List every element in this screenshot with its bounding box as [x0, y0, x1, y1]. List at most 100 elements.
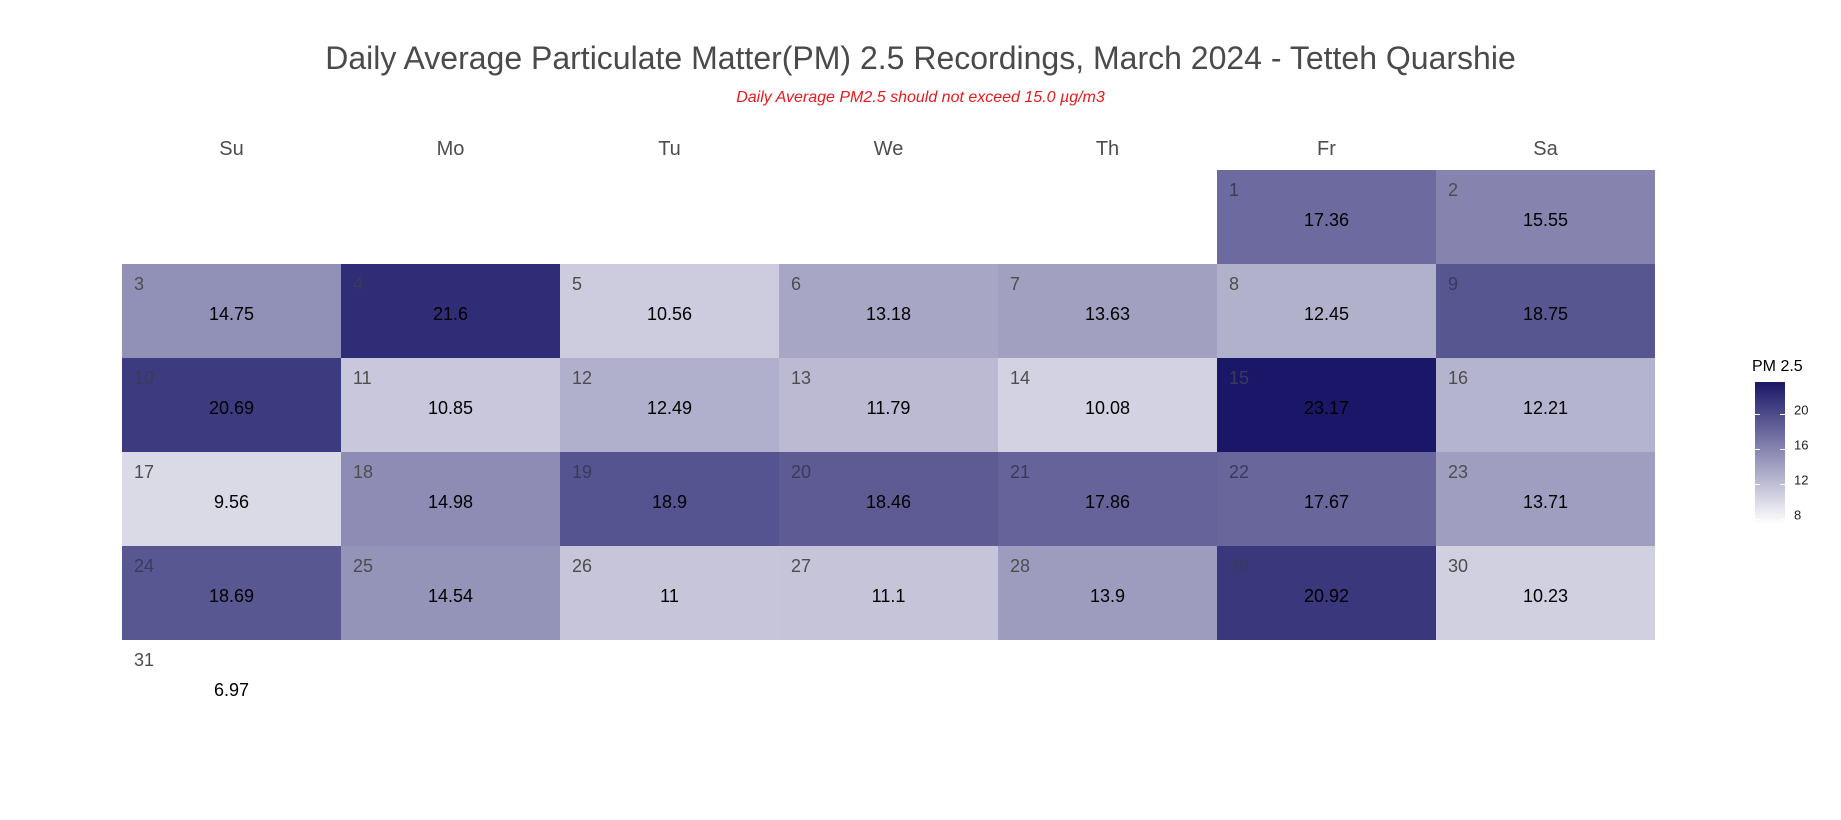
pm25-value-label: 13.63: [1084, 304, 1131, 324]
pm25-value-label: 12.45: [1303, 304, 1350, 324]
calendar-day-cell: 26 11: [560, 546, 779, 640]
day-number: 8: [1229, 274, 1240, 294]
pm25-value-label: 18.9: [651, 492, 688, 512]
weekday-label: We: [873, 138, 904, 160]
chart-title: Daily Average Particulate Matter(PM) 2.5…: [325, 40, 1516, 76]
day-number: 20: [791, 462, 812, 482]
day-number: 31: [134, 650, 155, 670]
calendar-day-cell: 31 6.97: [122, 640, 341, 734]
calendar-day-cell: 5 10.56: [560, 264, 779, 358]
pm25-value-label: 11.1: [871, 586, 906, 606]
pm25-value-label: 18.69: [208, 586, 255, 606]
pm25-value-label: 20.92: [1303, 586, 1350, 606]
legend-color-bar: [1755, 382, 1785, 524]
chart-subtitle: Daily Average PM2.5 should not exceed 15…: [736, 89, 1105, 106]
day-number: 29: [1229, 556, 1250, 576]
legend: PM 2.5 8 12 16 20: [1752, 358, 1808, 524]
calendar-day-cell: 12 12.49: [560, 358, 779, 452]
day-number: 23: [1448, 462, 1469, 482]
day-number: 10: [134, 368, 155, 388]
day-number: 15: [1229, 368, 1250, 388]
day-number: 3: [134, 274, 145, 294]
pm25-value-label: 13.18: [865, 304, 912, 324]
pm25-value-label: 21.6: [432, 304, 469, 324]
legend-tick-mark: [1755, 413, 1760, 415]
day-number: 18: [353, 462, 374, 482]
legend-tick-mark: [1780, 483, 1785, 485]
pm25-value-label: 14.75: [208, 304, 255, 324]
pm25-value-label: 10.85: [427, 398, 474, 418]
pm25-value-label: 13.9: [1089, 586, 1126, 606]
day-number: 17: [134, 462, 155, 482]
day-number: 13: [791, 368, 812, 388]
pm25-value-label: 23.17: [1303, 398, 1350, 418]
calendar-day-cell: 29 20.92: [1217, 546, 1436, 640]
calendar-day-cell: 18 14.98: [341, 452, 560, 546]
calendar-day-cell: 15 23.17: [1217, 358, 1436, 452]
day-number: 12: [572, 368, 593, 388]
calendar-day-cell: 23 13.71: [1436, 452, 1655, 546]
pm25-value-label: 11.79: [866, 398, 911, 418]
calendar-day-cell: 22 17.67: [1217, 452, 1436, 546]
day-number: 16: [1448, 368, 1469, 388]
legend-tick-mark: [1755, 483, 1760, 485]
pm25-value-label: 17.36: [1303, 210, 1350, 230]
pm25-value-label: 17.67: [1303, 492, 1350, 512]
calendar-day-cell: 10 20.69: [122, 358, 341, 452]
legend-tick-mark: [1755, 448, 1760, 450]
day-number: 22: [1229, 462, 1250, 482]
pm25-value-label: 18.46: [865, 492, 912, 512]
day-number: 6: [791, 274, 802, 294]
weekday-label: Su: [219, 138, 244, 160]
pm25-value-label: 14.54: [427, 586, 474, 606]
day-number: 28: [1010, 556, 1031, 576]
pm25-value-label: 10.23: [1522, 586, 1569, 606]
calendar-day-cell: 11 10.85: [341, 358, 560, 452]
calendar-day-cell: 27 11.1: [779, 546, 998, 640]
pm25-value-label: 17.86: [1084, 492, 1131, 512]
calendar-day-cell: 14 10.08: [998, 358, 1217, 452]
day-number: 9: [1448, 274, 1459, 294]
day-number: 30: [1448, 556, 1469, 576]
calendar-day-cell: 1 17.36: [1217, 170, 1436, 264]
calendar-day-cell: 13 11.79: [779, 358, 998, 452]
pm25-value-label: 14.98: [427, 492, 474, 512]
calendar-day-cell: 16 12.21: [1436, 358, 1655, 452]
day-number: 4: [353, 274, 364, 294]
calendar-day-cell: 20 18.46: [779, 452, 998, 546]
pm25-value-label: 9.56: [213, 492, 250, 512]
day-number: 11: [353, 368, 372, 388]
calendar-day-cell: 17 9.56: [122, 452, 341, 546]
day-number: 21: [1010, 462, 1031, 482]
calendar-day-cell: 19 18.9: [560, 452, 779, 546]
calendar-day-cell: 25 14.54: [341, 546, 560, 640]
pm25-value-label: 10.56: [646, 304, 693, 324]
pm25-value-label: 20.69: [208, 398, 255, 418]
weekday-label: Fr: [1317, 138, 1336, 160]
calendar-day-cell: 6 13.18: [779, 264, 998, 358]
legend-tick-mark: [1780, 518, 1785, 520]
legend-tick-mark: [1780, 448, 1785, 450]
legend-tick-label: 16: [1794, 437, 1809, 453]
legend-tick-mark: [1755, 518, 1760, 520]
day-number: 24: [134, 556, 155, 576]
legend-tick-label: 12: [1794, 472, 1809, 488]
day-number: 1: [1229, 180, 1240, 200]
day-number: 19: [572, 462, 593, 482]
day-number: 14: [1010, 368, 1031, 388]
calendar-day-cell: 28 13.9: [998, 546, 1217, 640]
calendar-day-cell: 21 17.86: [998, 452, 1217, 546]
weekday-label: Tu: [658, 138, 681, 160]
weekday-label: Th: [1095, 138, 1120, 160]
calendar-day-cell: 24 18.69: [122, 546, 341, 640]
calendar-day-cell: 4 21.6: [341, 264, 560, 358]
pm25-value-label: 6.97: [213, 680, 250, 700]
day-number: 25: [353, 556, 374, 576]
legend-title: PM 2.5: [1752, 358, 1803, 375]
calendar-day-cell: 30 10.23: [1436, 546, 1655, 640]
pm25-value-label: 18.75: [1522, 304, 1569, 324]
pm25-value-label: 13.71: [1522, 492, 1569, 512]
day-number: 27: [791, 556, 812, 576]
weekday-label: Mo: [436, 138, 465, 160]
day-number: 7: [1010, 274, 1021, 294]
